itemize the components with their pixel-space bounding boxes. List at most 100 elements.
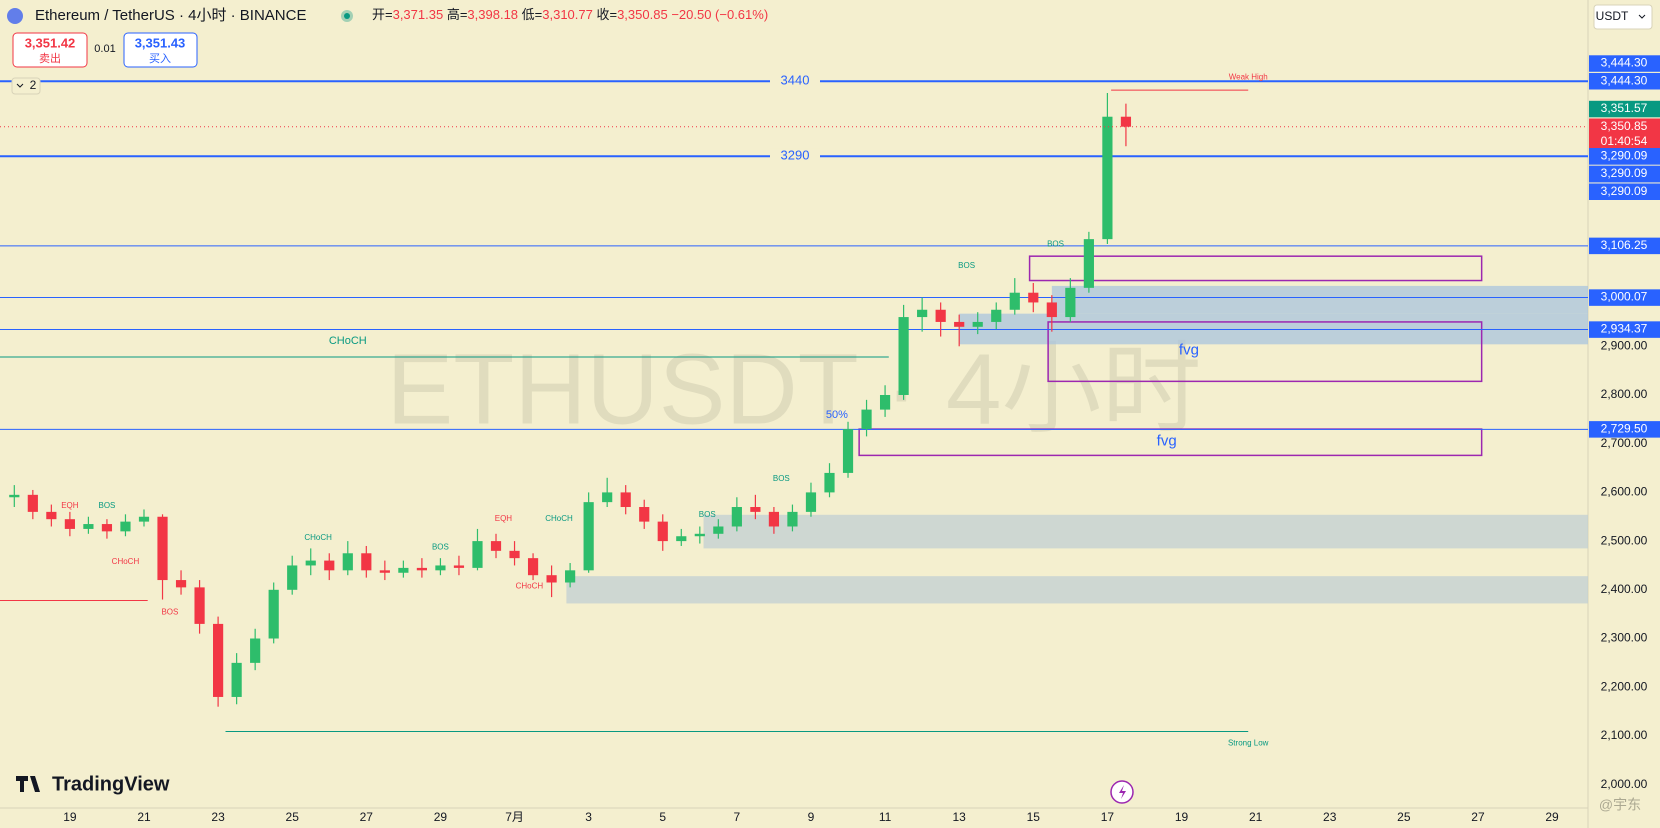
level-label: 3290 [781,148,810,163]
candle-body [175,580,187,588]
candle-body [213,623,224,697]
annotation: fvg [1179,342,1199,359]
x-tick-label: 25 [286,810,300,824]
x-tick-label: 23 [211,810,225,824]
candle-body [416,567,427,571]
currency-select[interactable] [1593,4,1653,30]
candle-body [157,516,168,581]
candle-body [509,550,520,559]
candle-body [472,541,483,568]
symbol-icon [7,8,23,24]
brand-logo [16,776,40,792]
ohlc-value: 3,310.77 [542,7,593,22]
y-tick-label: 2,900.00 [1601,338,1648,352]
buy-label[interactable]: 买入 [149,52,171,65]
quantity: 0.01 [94,43,115,55]
y-tick-label: 2,600.00 [1601,485,1648,499]
candle-body [620,492,631,508]
candle-body [1046,302,1057,318]
price-tag [1589,148,1660,165]
candle-body [64,519,75,529]
ohlc-label: 收= [596,7,617,22]
price-tag [1589,289,1660,306]
currency[interactable]: USDT [1596,9,1629,23]
annotation: CHoCH [545,514,573,523]
candle-body [898,317,909,395]
candle-body [694,533,705,537]
candle-body [9,494,20,498]
candle-body [305,560,316,566]
annotation: CHoCH [304,533,332,542]
ohlc-value: 3,398.18 [467,7,518,22]
countdown: 01:40:54 [1601,134,1648,148]
candle-body [120,521,131,532]
price-tag [1589,237,1660,255]
candle-body [842,429,854,473]
candle-body [361,553,372,571]
zone [959,313,1588,345]
candle-body [1120,116,1132,127]
x-tick-label: 19 [1175,810,1189,824]
sell-price[interactable]: 3,351.42 [25,35,76,50]
candle-body [861,409,872,430]
annotation: BOS [432,543,449,552]
corner-watermark: @宇东 [1599,797,1641,813]
x-tick-label: 9 [808,810,815,824]
price-tag-label: 3,351.57 [1601,101,1648,115]
price-tag-label: 2,729.50 [1601,421,1648,435]
watermark: ETHUSDT · 4小时 [387,333,1202,445]
candle-body [1102,116,1113,240]
candle-body [657,521,668,542]
candle-body [379,570,390,573]
indicator-count[interactable]: 2 [30,78,37,92]
candle-body [639,507,650,522]
candle-body [1083,239,1094,288]
candle-body [268,589,279,639]
ohlc-label: 低= [522,7,543,22]
candle-body [750,507,761,512]
buy-price[interactable]: 3,351.43 [135,35,186,50]
sell-button[interactable] [12,32,88,68]
x-tick-label: 23 [1323,810,1337,824]
chevron [16,83,24,88]
level-label-bg [770,148,820,165]
y-tick-label: 2,800.00 [1601,387,1648,401]
candle-body [1028,292,1039,303]
price-tag [1589,183,1660,200]
sell-label[interactable]: 卖出 [39,51,61,65]
candle-body [954,321,965,327]
x-tick-label: 29 [434,810,448,824]
annotation: BOS [958,261,975,270]
price-tag-label: 3,290.09 [1601,166,1648,180]
x-tick-label: 27 [1471,810,1485,824]
price-tag-label: 3,290.09 [1601,184,1648,198]
annotation: 50% [826,409,848,421]
candle-body [713,526,724,534]
price-tag-label: 3,106.25 [1601,238,1648,252]
price-tag-label: 3,290.09 [1601,148,1648,162]
candle-body [342,553,353,571]
candle-body [453,565,465,568]
x-tick-label: 7 [734,810,741,824]
ohlc-value: 3,350.85 [617,7,668,22]
ohlc-label: 开= [372,7,393,22]
y-tick-label: 2,400.00 [1601,582,1648,596]
y-tick-label: 2,000.00 [1601,777,1648,791]
candle-body [917,309,928,318]
price-tag-label: 3,000.07 [1601,290,1648,304]
level-label: 3440 [781,73,810,88]
candle-body [879,394,891,410]
candle-body [398,567,409,573]
x-tick-label: 25 [1397,810,1411,824]
annotation: EQH [61,501,79,510]
candle-body [991,309,1002,322]
buy-button[interactable] [123,32,198,68]
indicator-toggle[interactable] [11,77,41,95]
level-label-bg [770,73,820,90]
x-tick-label: 15 [1027,810,1041,824]
annotation: BOS [1047,240,1064,249]
candle-body [602,492,613,503]
candle-body [287,565,298,590]
price-tag-label: 3,444.30 [1601,73,1648,87]
